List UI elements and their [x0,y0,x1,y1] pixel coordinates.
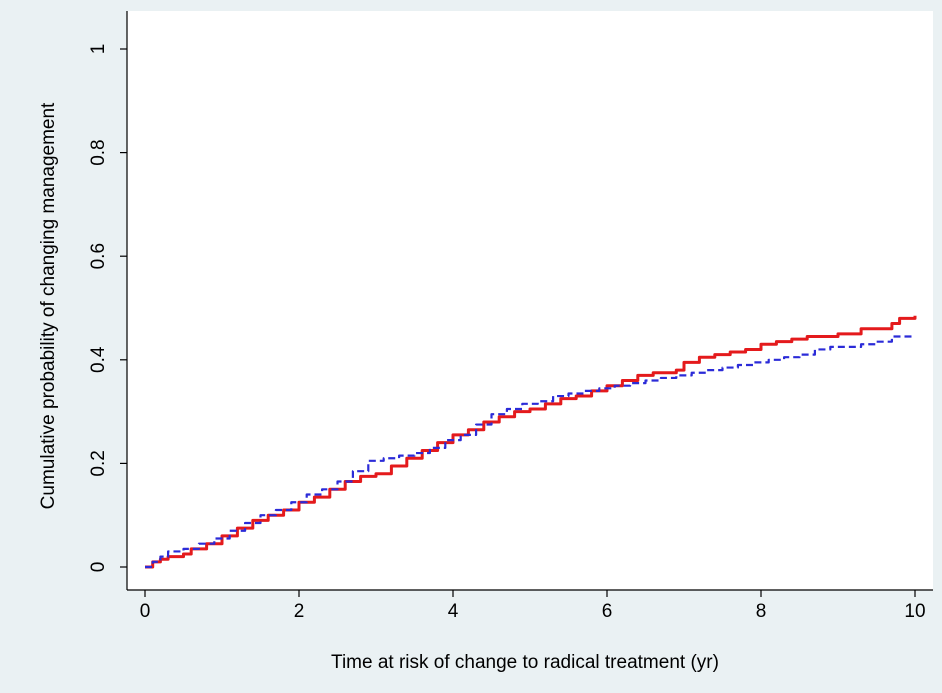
x-tick-label: 0 [140,601,151,622]
x-axis-title: Time at risk of change to radical treatm… [331,652,719,673]
y-axis-title: Cumulative probability of changing manag… [38,102,59,509]
x-tick-label: 4 [448,601,459,622]
y-tick-label: 0 [88,562,109,573]
y-tick-label: 0.6 [88,243,109,269]
y-tick-label: 0.2 [88,450,109,476]
x-ticks: 0 2 4 6 8 10 [140,590,926,622]
x-tick-label: 6 [602,601,613,622]
x-tick-label: 8 [756,601,767,622]
y-tick-label: 0.8 [88,139,109,165]
series-layer [145,315,917,569]
y-tick-label: 0.4 [88,346,109,373]
series-line-2 [145,335,915,569]
y-tick-label: 1 [88,44,109,55]
x-tick-label: 10 [904,601,925,622]
y-ticks: 0 0.2 0.4 0.6 0.8 1 [88,44,127,573]
plot-area [127,11,933,590]
x-tick-label: 2 [294,601,305,622]
series-line-1 [145,315,917,569]
